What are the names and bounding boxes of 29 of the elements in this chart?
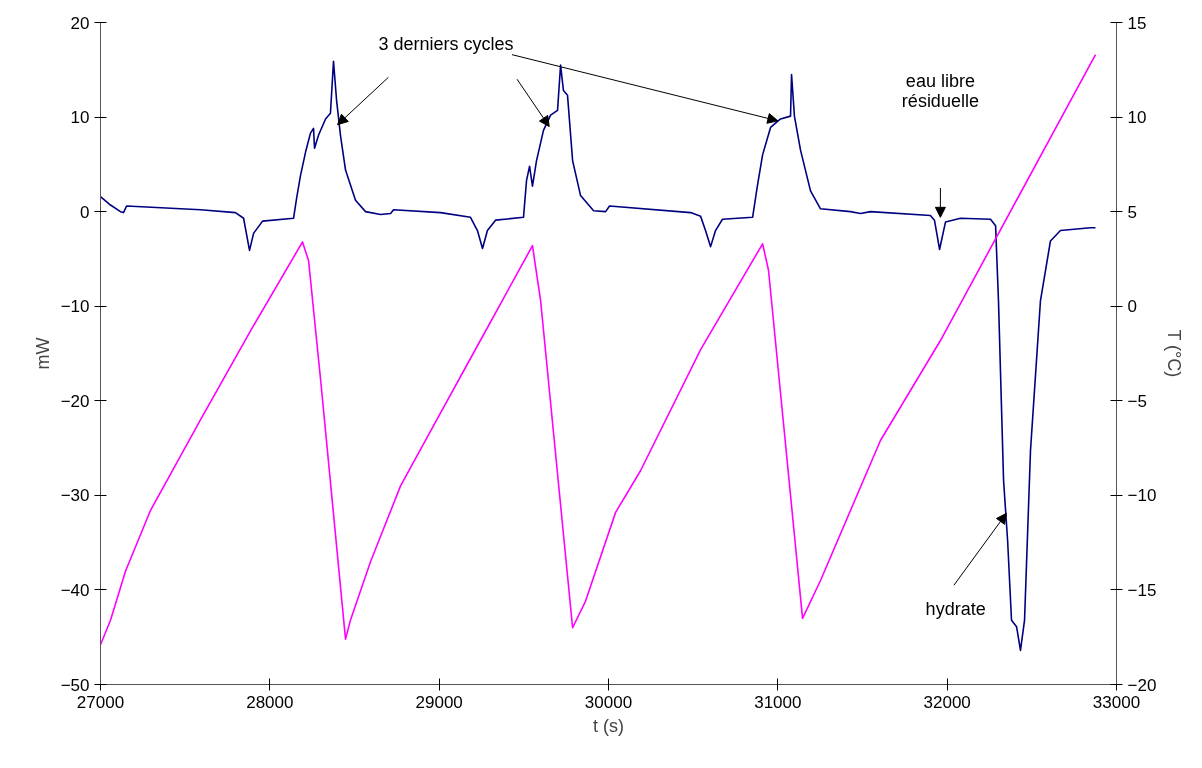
x-tick-label: 27000 (76, 692, 125, 712)
y-tick-label: 20 (70, 13, 90, 33)
y-tick-label: −50 (60, 675, 90, 695)
x-tick-label: 31000 (754, 692, 802, 712)
annotation: eau libre résiduelle (901, 71, 979, 112)
annotation: 3 derniers cycles (378, 34, 514, 55)
y2-tick-label: −20 (1127, 675, 1157, 695)
x-tick-label: 30000 (584, 692, 633, 712)
y-tick-label: −10 (60, 297, 90, 317)
y-tick-label: 0 (80, 202, 90, 222)
y-tick-label: −30 (60, 486, 90, 506)
x-tick-label: 29000 (415, 692, 463, 712)
y2-tick-label: 0 (1127, 297, 1137, 317)
y-tick-label: −40 (60, 580, 90, 600)
y-axis-title: mW (32, 337, 53, 370)
y2-tick-label: −10 (1127, 486, 1157, 506)
y2-tick-label: −15 (1127, 580, 1157, 600)
y2-axis-title: T (°C) (1164, 329, 1185, 378)
y2-tick-label: −5 (1127, 391, 1147, 411)
x-tick-label: 33000 (1092, 692, 1141, 712)
y2-tick-label: 15 (1127, 13, 1147, 33)
x-axis-title: t (s) (593, 715, 624, 736)
y-tick-label: 10 (70, 108, 90, 128)
annotation: hydrate (925, 598, 986, 619)
y-tick-label: −20 (60, 391, 90, 411)
x-tick-label: 28000 (246, 692, 294, 712)
x-tick-label: 32000 (923, 692, 971, 712)
y2-tick-label: 5 (1127, 202, 1137, 222)
y2-tick-label: 10 (1127, 108, 1147, 128)
